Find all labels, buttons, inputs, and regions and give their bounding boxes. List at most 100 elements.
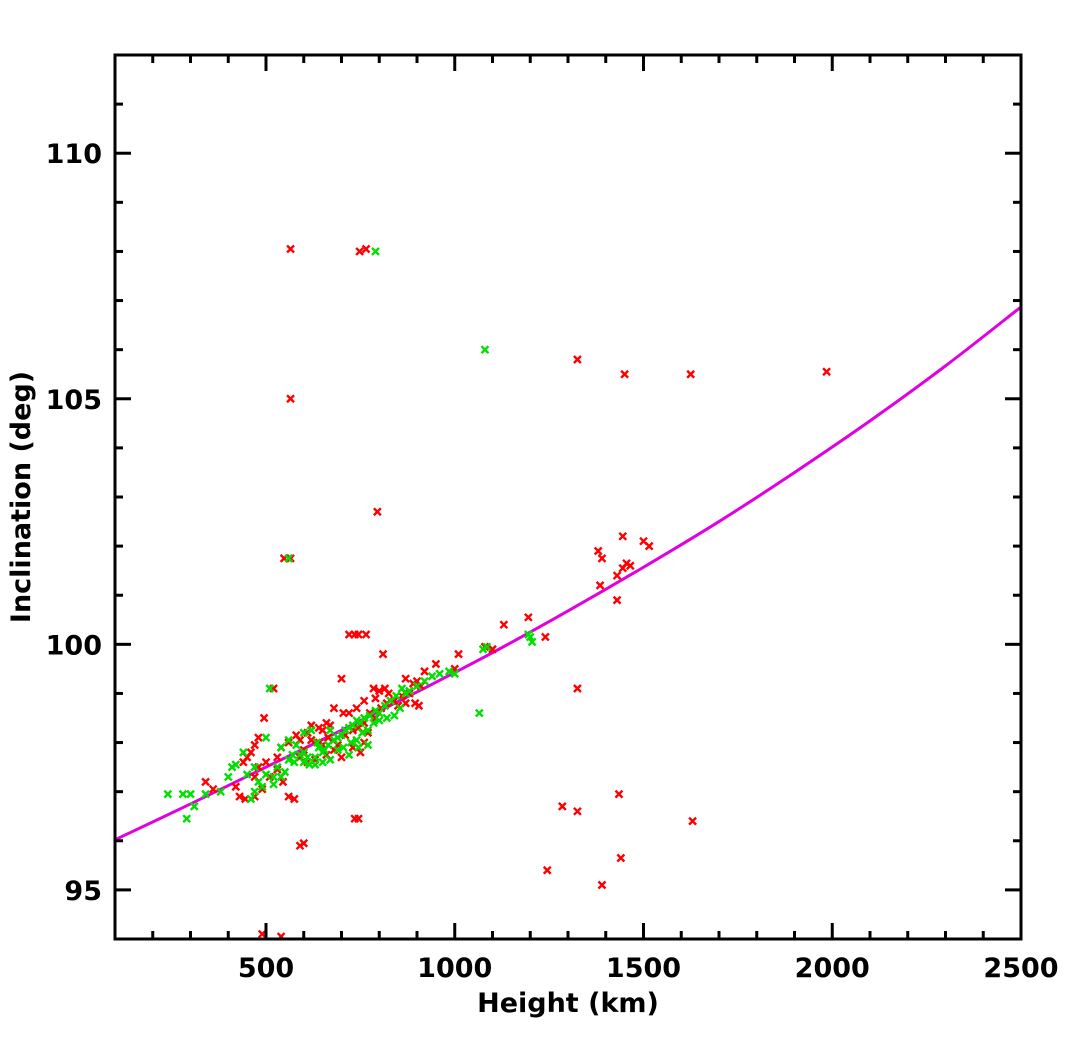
red-point bbox=[306, 735, 316, 745]
red-point bbox=[254, 733, 263, 742]
red-point bbox=[371, 694, 380, 703]
red-point bbox=[329, 703, 339, 713]
data-points-group bbox=[163, 244, 831, 939]
green-point bbox=[261, 770, 271, 779]
red-point bbox=[374, 686, 384, 696]
green-point bbox=[250, 762, 260, 772]
green-point bbox=[186, 789, 195, 799]
green-point bbox=[359, 713, 369, 723]
green-point bbox=[272, 762, 282, 772]
x-tick-label: 2000 bbox=[795, 953, 870, 984]
red-point bbox=[620, 369, 629, 379]
red-point bbox=[352, 703, 361, 713]
tick-labels: 500 1000 1500 2000 2500 95 100 105 110 bbox=[46, 139, 1059, 984]
red-point bbox=[686, 369, 696, 379]
red-point bbox=[231, 782, 241, 792]
red-point bbox=[299, 838, 309, 848]
green-point bbox=[276, 772, 286, 782]
red-point bbox=[614, 789, 624, 799]
green-point bbox=[189, 802, 199, 811]
green-point bbox=[527, 637, 537, 647]
red-point bbox=[261, 757, 271, 767]
red-point bbox=[369, 684, 378, 693]
red-point bbox=[259, 713, 269, 723]
green-point bbox=[201, 789, 210, 799]
red-point bbox=[454, 649, 463, 659]
green-point bbox=[374, 716, 384, 725]
red-point bbox=[612, 571, 622, 580]
red-point bbox=[323, 733, 333, 742]
red-point bbox=[201, 777, 210, 787]
red-point bbox=[208, 784, 218, 794]
green-point bbox=[306, 725, 316, 735]
red-point bbox=[573, 806, 582, 816]
green-point bbox=[344, 750, 354, 760]
red-point bbox=[272, 752, 282, 762]
green-point bbox=[405, 686, 414, 696]
red-point bbox=[597, 554, 607, 563]
green-point bbox=[363, 740, 373, 750]
fit-curve-line bbox=[115, 305, 1021, 842]
red-point bbox=[644, 541, 654, 551]
green-point bbox=[178, 789, 188, 799]
green-point bbox=[391, 691, 401, 701]
red-point bbox=[488, 644, 497, 654]
red-point bbox=[414, 701, 424, 711]
red-point bbox=[337, 674, 346, 684]
green-point bbox=[276, 743, 286, 752]
red-point bbox=[384, 689, 394, 698]
red-point bbox=[618, 531, 628, 541]
red-point bbox=[378, 649, 388, 659]
red-point bbox=[612, 595, 622, 605]
red-point bbox=[272, 765, 282, 774]
y-tick-label: 105 bbox=[46, 385, 102, 416]
green-point bbox=[231, 760, 241, 770]
red-point bbox=[361, 630, 371, 639]
green-point bbox=[482, 642, 492, 652]
red-point bbox=[235, 792, 244, 801]
green-point bbox=[325, 755, 335, 765]
green-point bbox=[450, 669, 460, 679]
green-point bbox=[284, 735, 293, 745]
red-point bbox=[361, 244, 371, 254]
green-point bbox=[427, 671, 437, 681]
green-point bbox=[242, 770, 252, 779]
green-point bbox=[216, 787, 226, 797]
green-point bbox=[269, 779, 278, 789]
fit-curve-group bbox=[115, 305, 1021, 842]
green-point bbox=[310, 752, 320, 762]
x-tick-label: 2500 bbox=[983, 953, 1058, 984]
y-tick-label: 100 bbox=[46, 630, 102, 661]
x-tick-label: 1500 bbox=[606, 953, 681, 984]
green-point bbox=[363, 725, 373, 735]
red-point bbox=[541, 632, 550, 642]
green-point bbox=[524, 630, 533, 639]
green-point bbox=[310, 760, 320, 770]
green-series bbox=[163, 247, 537, 824]
green-point bbox=[374, 708, 384, 718]
green-point bbox=[163, 789, 173, 799]
red-point bbox=[420, 666, 429, 676]
green-point bbox=[412, 681, 422, 691]
y-tick-label: 110 bbox=[46, 139, 102, 170]
green-point bbox=[299, 728, 309, 738]
green-point bbox=[182, 814, 192, 824]
red-point bbox=[822, 367, 831, 377]
green-point bbox=[444, 666, 454, 676]
green-point bbox=[369, 718, 378, 728]
red-point bbox=[286, 244, 295, 254]
red-point bbox=[354, 814, 363, 824]
red-point bbox=[344, 708, 354, 718]
green-point bbox=[318, 757, 327, 767]
red-point bbox=[286, 394, 295, 404]
red-point bbox=[354, 630, 363, 639]
green-point bbox=[261, 733, 271, 742]
x-axis-label: Height (km) bbox=[477, 988, 659, 1019]
green-point bbox=[382, 713, 392, 723]
green-point bbox=[390, 711, 399, 720]
red-point bbox=[597, 880, 607, 890]
red-point bbox=[688, 816, 697, 826]
green-point bbox=[289, 757, 299, 767]
red-point bbox=[257, 784, 267, 794]
